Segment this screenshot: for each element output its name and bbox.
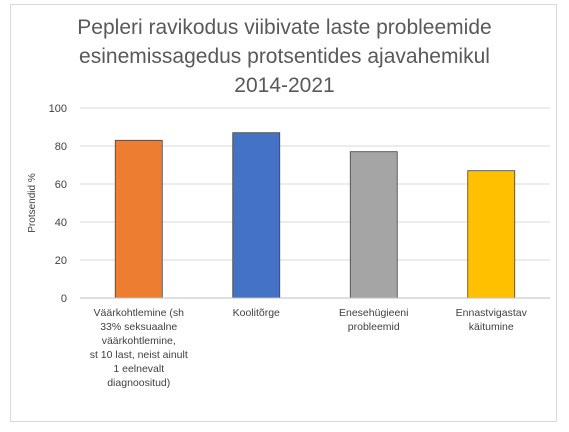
chart-title: Pepleri ravikodus viibivate laste proble… — [77, 16, 492, 97]
y-tick-label: 80 — [55, 141, 67, 153]
y-tick-label: 20 — [55, 255, 67, 267]
x-category-label: Enesehügieeni probleemid — [339, 307, 409, 333]
y-axis-ticks: 0 20 40 60 80 100 — [49, 103, 67, 305]
y-tick-label: 0 — [61, 293, 67, 305]
chart-frame: Pepleri ravikodus viibivate laste proble… — [10, 4, 557, 422]
bar — [232, 132, 281, 299]
bar — [467, 170, 516, 299]
x-category-label: Väärkohtlemine (sh 33% seksuaalne väärko… — [89, 307, 188, 389]
y-tick-label: 40 — [55, 217, 67, 229]
y-axis-label: Protsendid % — [27, 173, 38, 233]
x-category-label: Ennastvigastav käitumine — [455, 307, 527, 333]
bar — [349, 151, 398, 299]
bars — [114, 132, 516, 299]
bar — [114, 139, 163, 299]
y-tick-label: 100 — [49, 103, 67, 115]
y-tick-label: 60 — [55, 179, 67, 191]
x-category-label: Koolitõrge — [232, 307, 280, 319]
